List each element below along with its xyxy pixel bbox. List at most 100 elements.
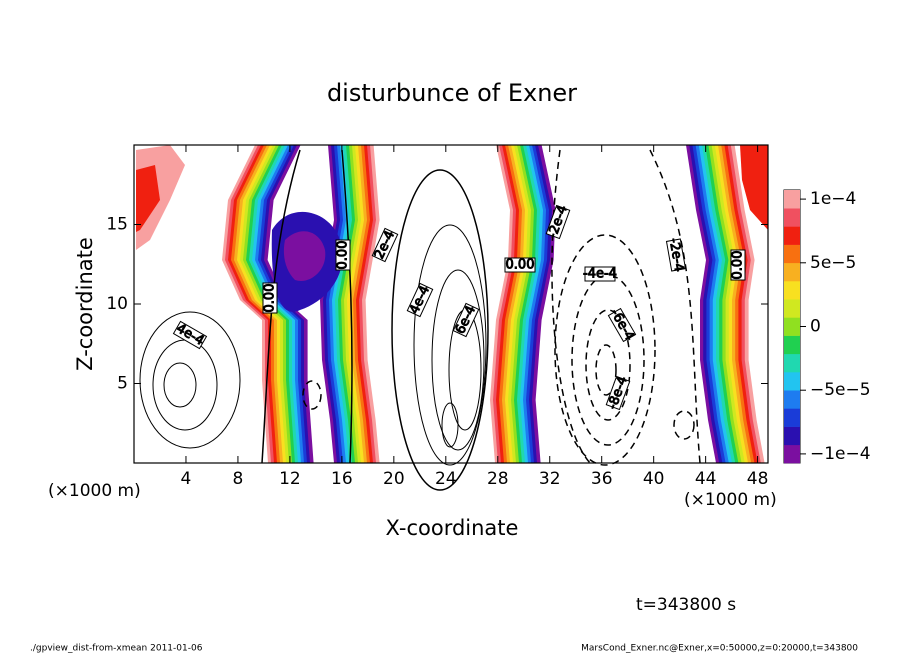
x-tick-label: 20	[383, 469, 405, 489]
contour-line	[152, 339, 218, 431]
x-axis-label: X-coordinate	[386, 516, 519, 540]
filled-contour	[502, 145, 526, 463]
filled-contour	[711, 145, 746, 463]
y-axis-label: Z-coordinate	[73, 237, 97, 371]
x-tick-label: 8	[233, 469, 244, 489]
contour-label: 0.00	[336, 241, 351, 270]
colorbar-swatch	[784, 353, 800, 373]
x-tick-label: 32	[539, 469, 561, 489]
contour-line	[139, 311, 241, 449]
contour-line	[163, 362, 197, 408]
contour-lines: 0.000.00 0.00 0.002e-44e-46e-44e-4-2e-4-4e…	[139, 149, 746, 491]
label-bg	[545, 204, 571, 240]
colorbar-tick-label: 0	[810, 317, 821, 337]
colorbar-swatch	[784, 390, 800, 409]
filled-contour	[496, 145, 520, 463]
x-tick-label: 4	[181, 469, 192, 489]
filled-contour	[686, 145, 720, 463]
filled-contour	[730, 145, 765, 463]
filled-contour	[718, 145, 752, 463]
filled-contour	[689, 145, 723, 463]
chart-title: disturbunce of Exner	[327, 79, 577, 107]
filled-contour	[520, 145, 544, 463]
contour-label: -6e-4	[607, 307, 637, 344]
filled-contour	[511, 145, 535, 463]
colorbar-tick-label: −5e−5	[810, 380, 871, 400]
filled-contour	[740, 145, 768, 230]
contour-label: -2e-4	[666, 237, 687, 273]
y-unit: (×1000 m)	[48, 481, 141, 501]
contour-line	[673, 410, 695, 440]
label-bg	[406, 282, 434, 318]
filled-contour	[136, 165, 160, 232]
fills	[136, 145, 768, 463]
x-tick-label: 12	[279, 469, 301, 489]
y-tick-label: 5	[117, 374, 128, 394]
colorbar-swatch	[784, 281, 800, 300]
colorbar-swatch	[784, 444, 800, 464]
label-bg	[371, 227, 399, 263]
filled-contour	[222, 145, 272, 463]
colorbar-swatch	[784, 426, 800, 446]
filled-contour	[505, 145, 529, 463]
contour-label: 0.00	[506, 258, 535, 273]
filled-contour	[517, 145, 541, 463]
filled-contour	[529, 145, 553, 463]
filled-contour	[234, 145, 284, 463]
x-unit: (×1000 m)	[684, 490, 777, 510]
label-bg	[665, 238, 687, 272]
filled-contour	[362, 145, 380, 463]
colorbar-swatch	[784, 299, 800, 318]
filled-contour	[493, 145, 517, 463]
x-tick-label: 28	[487, 469, 509, 489]
filled-contour	[514, 145, 538, 463]
colorbar-swatch	[784, 262, 800, 282]
colorbar-tick-label: 5e−5	[810, 253, 856, 273]
label-bg	[452, 302, 480, 338]
colorbar-swatch	[784, 408, 800, 427]
label-bg	[584, 266, 616, 282]
label-bg	[607, 307, 637, 343]
filled-contour	[721, 145, 755, 463]
contour-line	[302, 380, 322, 410]
contour-label: 0.00	[263, 284, 278, 313]
filled-contour	[532, 145, 556, 463]
filled-contour	[283, 231, 326, 281]
filled-contour	[708, 145, 743, 463]
x-tick-label: 40	[643, 469, 665, 489]
contour-label: -4e-4	[583, 267, 617, 282]
filled-contour	[526, 145, 550, 463]
label-bg	[172, 320, 208, 350]
label-bg	[262, 282, 278, 314]
x-tick-label: 16	[331, 469, 353, 489]
filled-contour	[231, 145, 281, 463]
filled-contour	[508, 145, 532, 463]
contour-line	[441, 402, 459, 448]
filled-contour	[714, 145, 749, 463]
x-tick-label: 24	[435, 469, 457, 489]
contour-label: 0.00	[731, 251, 746, 280]
filled-contour	[255, 145, 305, 463]
x-tick-label: 44	[695, 469, 717, 489]
time-label: t=343800 s	[636, 595, 736, 615]
filled-contour	[724, 145, 759, 463]
label-bg	[335, 239, 351, 271]
colorbar-swatch	[784, 190, 800, 209]
label-bg	[504, 257, 536, 273]
filled-contour	[499, 145, 523, 463]
colorbar-swatch	[784, 372, 800, 391]
colorbar-tick-label: −1e−4	[810, 444, 871, 464]
x-tick-label: 48	[747, 469, 769, 489]
contour-line	[551, 149, 701, 464]
label-bg	[730, 249, 746, 281]
filled-contour	[490, 145, 514, 463]
filled-contour	[698, 145, 733, 463]
footer-right: MarsCond_Exner.nc@Exner,x=0:50000,z=0:20…	[581, 644, 858, 654]
filled-contour	[228, 145, 278, 463]
contour-line	[413, 224, 487, 466]
contour-line	[554, 234, 656, 466]
contour-label: 6e-4	[453, 304, 479, 337]
filled-contour	[727, 145, 762, 463]
filled-contour	[705, 145, 739, 463]
